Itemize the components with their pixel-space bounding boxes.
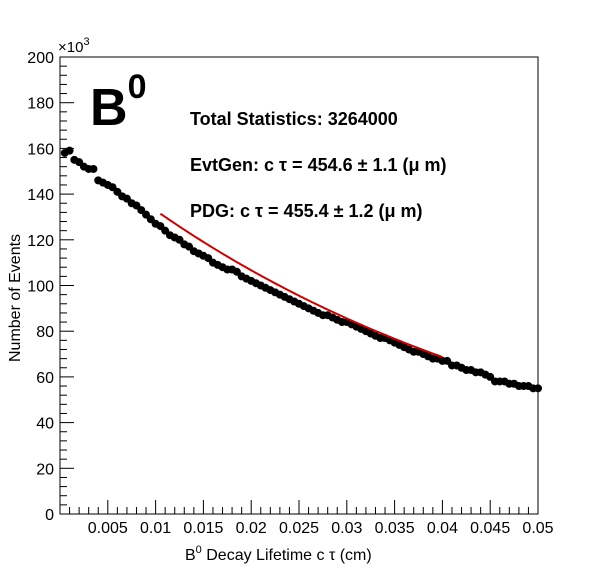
x-tick-label: 0.005	[88, 520, 128, 537]
y-tick-label: 140	[27, 187, 54, 204]
y-tick-label: 200	[27, 50, 54, 67]
x-axis-ticks	[59, 500, 539, 514]
annotation-pdg: PDG: c τ = 455.4 ± 1.2 (μ m)	[190, 201, 423, 221]
x-tick-label: 0.02	[236, 520, 267, 537]
x-axis-title: B0 Decay Lifetime c τ (cm)	[185, 544, 372, 564]
y-tick-label: 20	[36, 461, 54, 478]
y-axis-title: Number of Events	[7, 234, 24, 362]
x-tick-label: 0.04	[427, 520, 458, 537]
y-tick-label: 80	[36, 324, 54, 341]
x-tick-label: 0.01	[140, 520, 171, 537]
y-tick-label: 160	[27, 141, 54, 158]
y-tick-label: 180	[27, 96, 54, 113]
fit-curve	[159, 212, 443, 358]
x-tick-label: 0.05	[522, 520, 553, 537]
data-points	[60, 146, 542, 393]
x-tick-label: 0.035	[375, 520, 415, 537]
y-multiplier: ×103	[58, 36, 90, 56]
x-tick-label: 0.045	[470, 520, 510, 537]
y-tick-label: 60	[36, 370, 54, 387]
x-tick-label: 0.015	[183, 520, 223, 537]
x-tick-label: 0.025	[279, 520, 319, 537]
x-tick-label: 0.03	[331, 520, 362, 537]
y-axis-tick-labels: 0 20 40 60 80 100 120 140 160 180 200	[27, 50, 54, 524]
annotation-total-statistics: Total Statistics: 3264000	[190, 109, 398, 129]
y-tick-label: 120	[27, 233, 54, 250]
annotation-evtgen: EvtGen: c τ = 454.6 ± 1.1 (μ m)	[190, 155, 447, 175]
particle-label: B0	[90, 68, 146, 137]
x-axis-tick-labels: 0.005 0.01 0.015 0.02 0.025 0.03 0.035 0.04 0.04…	[88, 520, 554, 537]
y-tick-label: 0	[45, 507, 54, 524]
y-tick-label: 100	[27, 279, 54, 296]
y-tick-label: 40	[36, 416, 54, 433]
